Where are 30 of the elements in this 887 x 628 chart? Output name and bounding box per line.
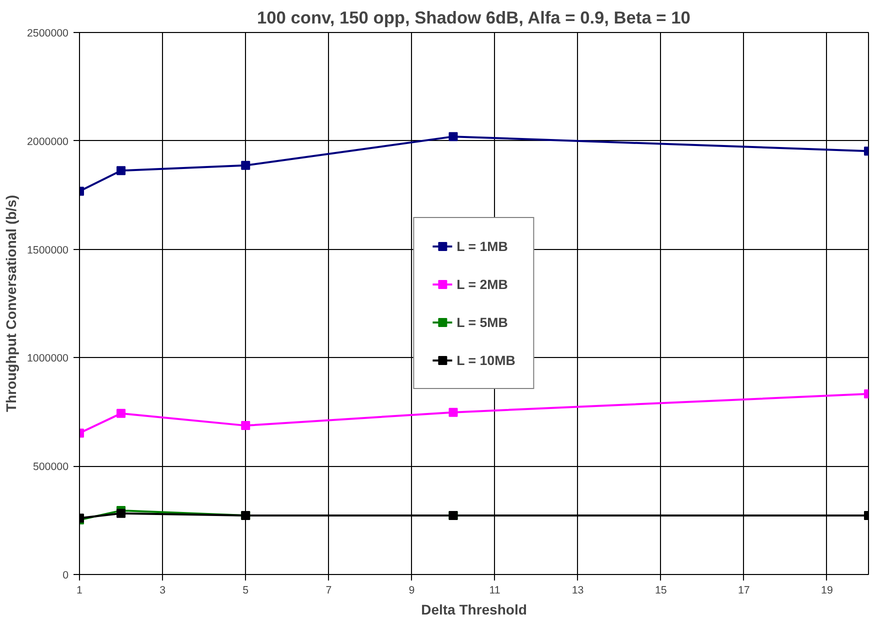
legend-label: L = 5MB [456,314,508,330]
point [116,508,126,518]
chart-title: 100 conv, 150 opp, Shadow 6dB, Alfa = 0.9, Beta = 10 [256,8,690,28]
x-tick-label: 5 [242,584,249,596]
y-tick-label: 2000000 [27,136,69,148]
y-tick-label: 0 [62,570,69,582]
point [241,160,250,170]
x-tick-label: 3 [160,584,166,596]
x-tick-label: 17 [738,584,750,596]
y-tick-label: 1500000 [27,244,69,256]
point [241,421,250,430]
x-tick-label: 15 [654,584,667,596]
x-tick-label: 1 [76,584,83,596]
y-tick-label: 2500000 [27,28,69,40]
y-tick-label: 1000000 [27,352,69,365]
point [448,132,458,142]
x-tick-label: 9 [408,584,415,596]
x-tick-label: 7 [326,584,332,596]
legend-label: L = 1MB [456,238,508,254]
y-tick-label: 500000 [32,461,69,474]
y-axis-title: Throughput Conversational (b/s) [3,194,20,412]
legend-label: L = 2MB [456,276,508,292]
x-tick-label: 13 [572,584,584,596]
legend-label: L = 10MB [456,352,516,368]
x-axis-title: Delta Threshold [421,602,527,618]
point [116,408,126,418]
x-tick-label: 11 [489,584,500,596]
x-tick-label: 19 [821,584,833,596]
point [116,166,126,176]
point [448,408,458,417]
